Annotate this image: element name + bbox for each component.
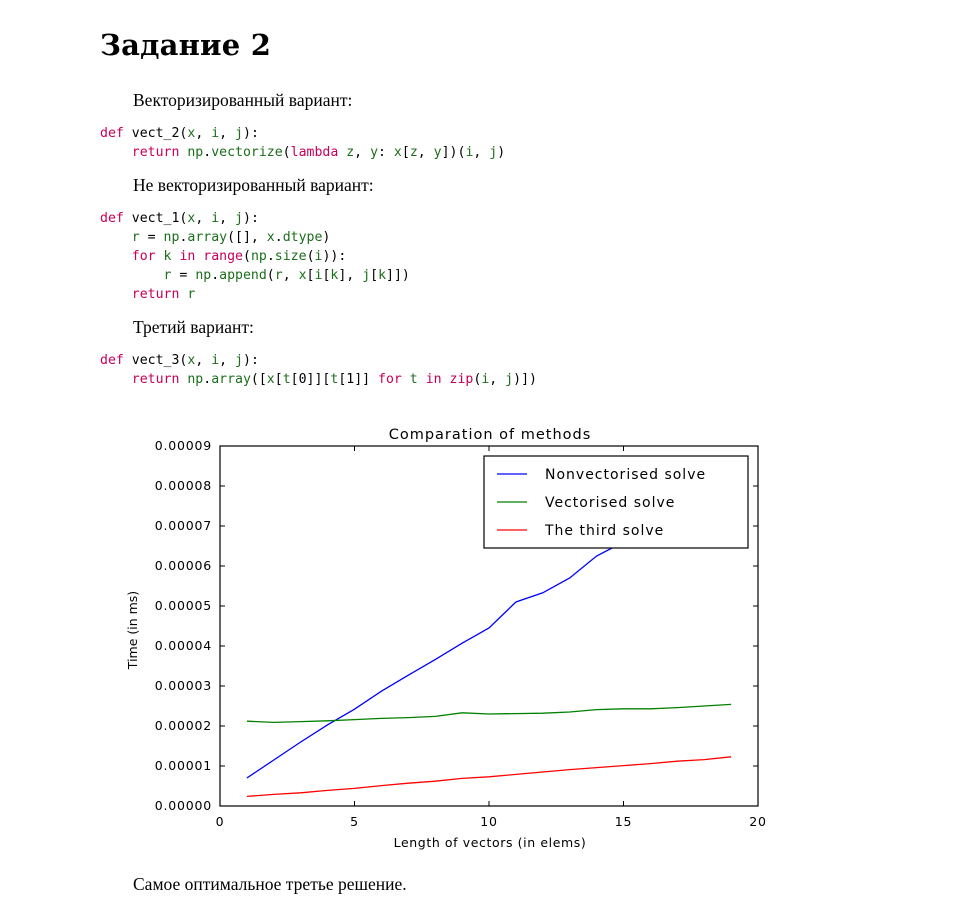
y-tick-label: 0.00007 (155, 518, 212, 533)
code-line: def vect_2(x, i, j): (100, 126, 259, 141)
code-block-vect-1: def vect_1(x, i, j): r = np.array([], x.… (100, 211, 410, 302)
conclusion-text: Самое оптимальное третье решение. (133, 874, 407, 894)
non-vectorized-variant-label: Не векторизированный вариант: (133, 175, 374, 195)
section-heading: Задание 2 (100, 28, 272, 62)
x-tick-label: 10 (480, 814, 498, 829)
x-tick-label: 15 (615, 814, 633, 829)
y-tick-label: 0.00009 (155, 438, 212, 453)
vectorized-variant-label: Векторизированный вариант: (133, 90, 353, 110)
legend-box (483, 455, 749, 549)
x-tick-label: 5 (350, 814, 359, 829)
x-tick-label: 20 (749, 814, 767, 829)
chart-title: Comparation of methods (389, 427, 592, 443)
y-tick-label: 0.00005 (155, 598, 212, 613)
series-line-vectorised-solve (246, 703, 732, 724)
code-line: return np.vectorize(lambda z, y: x[z, y]… (131, 145, 506, 160)
chart-legend: Nonvectorised solve Vectorised solve The t… (483, 455, 749, 549)
legend-label: The third solve (544, 523, 664, 539)
y-axis-label: Time (in ms) (125, 591, 140, 670)
y-tick-label: 0.00004 (155, 638, 212, 653)
y-tick-label: 0.00003 (155, 678, 212, 693)
comparison-chart: Comparation of methods 0.000000.000010.0… (125, 427, 767, 850)
plot-frame (219, 445, 759, 807)
y-tick-label: 0.00001 (155, 758, 212, 773)
series-line-the-third-solve (246, 756, 732, 798)
third-variant-label: Третий вариант: (133, 317, 254, 337)
y-tick-label: 0.00006 (155, 558, 212, 573)
y-tick-label: 0.00008 (155, 478, 212, 493)
code-block-vect-3: def vect_3(x, i, j): return np.array([x[… (100, 353, 537, 387)
code-block-vect-2: def vect_2(x, i, j): return np.vectorize… (100, 124, 505, 162)
legend-label: Vectorised solve (545, 495, 675, 511)
legend-label: Nonvectorised solve (545, 467, 706, 483)
y-axis-ticks: 0.00000 0.00001 0.00002 0.00003 0.00004 0.000… (155, 438, 758, 813)
x-tick-label: 0 (216, 814, 225, 829)
x-axis-label: Length of vectors (in elems) (394, 835, 587, 850)
y-tick-label: 0.00000 (155, 798, 212, 813)
y-tick-label: 0.00002 (155, 718, 212, 733)
